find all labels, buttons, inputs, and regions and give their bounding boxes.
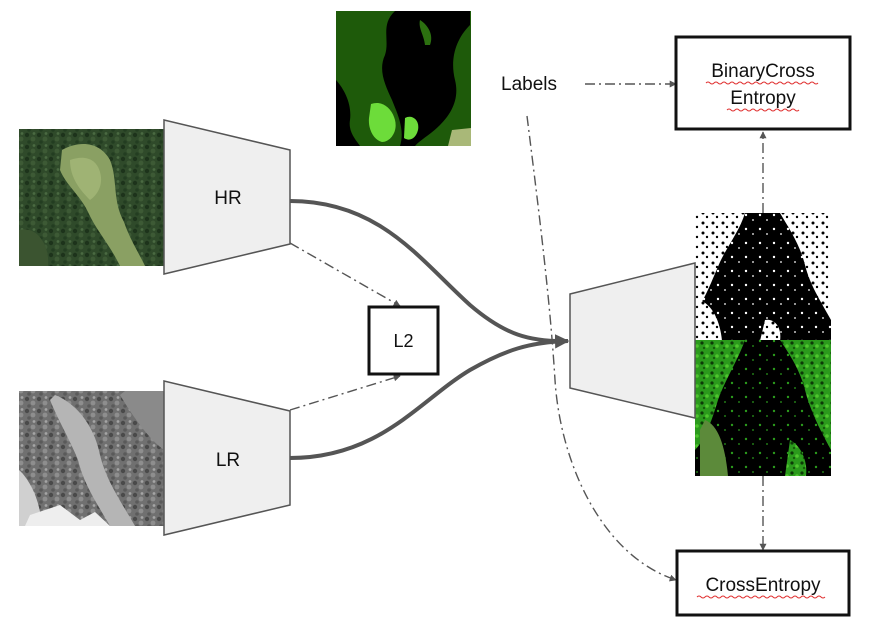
decoder [569, 262, 696, 419]
bce-loss-box [674, 35, 852, 131]
hr-to-l2-arrow [289, 242, 401, 307]
hr-encoder-label: HR [214, 188, 241, 209]
class-output-icon [695, 340, 831, 476]
lr-encoder [163, 380, 291, 536]
lr-aerial-image-icon [19, 391, 164, 526]
bce-loss-label-line2: Entropy [730, 88, 796, 109]
labels-to-ce-arrow [526, 115, 677, 582]
bce-spellcheck-underline-1 [705, 81, 819, 85]
l2-loss-label: L2 [393, 331, 413, 351]
lr-encoder-label: LR [216, 450, 240, 471]
labels-text: Labels [501, 74, 557, 95]
ce-loss-label: CrossEntropy [705, 575, 821, 596]
bce-spellcheck-underline-2 [726, 108, 800, 112]
lr-feature-arrow [289, 339, 569, 460]
label-map-icon [336, 11, 471, 146]
binary-output-icon [695, 213, 831, 341]
l2-loss-box [367, 305, 440, 376]
ce-loss-box [675, 549, 851, 617]
hr-aerial-image-icon [19, 129, 164, 266]
ce-spellcheck-underline [696, 595, 826, 599]
hr-encoder [163, 119, 291, 275]
hr-feature-arrow [289, 199, 570, 349]
lr-to-l2-arrow [289, 374, 401, 411]
bce-loss-label-line1: BinaryCross [711, 61, 814, 82]
